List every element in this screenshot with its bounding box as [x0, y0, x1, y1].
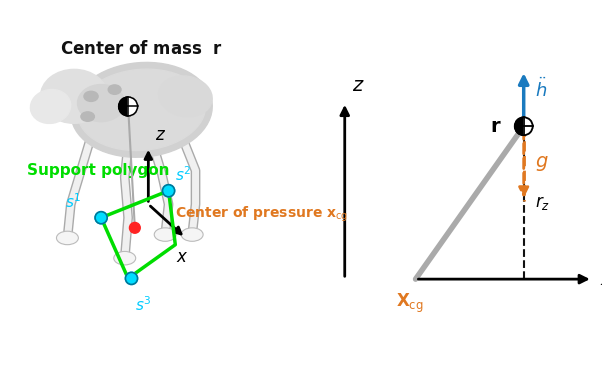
Text: $\mathbf{X}_{\mathrm{cg}}$: $\mathbf{X}_{\mathrm{cg}}$ [396, 292, 424, 315]
Text: $s^3$: $s^3$ [135, 295, 152, 314]
Ellipse shape [71, 63, 213, 157]
Polygon shape [128, 97, 137, 116]
Ellipse shape [81, 112, 95, 121]
Ellipse shape [181, 228, 203, 241]
Ellipse shape [78, 85, 125, 122]
Ellipse shape [114, 251, 135, 265]
Text: $g$: $g$ [535, 154, 548, 173]
Text: $r_z$: $r_z$ [535, 194, 550, 212]
Ellipse shape [158, 76, 213, 117]
Ellipse shape [108, 85, 121, 94]
Text: $s^1$: $s^1$ [64, 192, 81, 211]
Ellipse shape [78, 69, 205, 151]
Text: Center of pressure $\mathbf{x}_{\mathrm{cg}}$: Center of pressure $\mathbf{x}_{\mathrm{… [175, 205, 349, 224]
Text: $\ddot{h}$: $\ddot{h}$ [535, 78, 547, 101]
Text: $x$: $x$ [176, 248, 188, 266]
Polygon shape [524, 117, 533, 135]
Circle shape [515, 117, 533, 135]
Ellipse shape [154, 228, 176, 241]
Ellipse shape [57, 231, 78, 245]
Text: $s^2$: $s^2$ [175, 165, 191, 184]
Ellipse shape [31, 89, 70, 123]
Circle shape [163, 185, 175, 197]
Circle shape [119, 97, 137, 116]
Ellipse shape [84, 91, 98, 102]
Circle shape [125, 272, 137, 284]
Text: $x$: $x$ [600, 270, 602, 289]
Text: $z$: $z$ [155, 125, 166, 144]
Text: Center of mass  $\mathbf{r}$: Center of mass $\mathbf{r}$ [60, 40, 223, 58]
Text: r: r [490, 117, 500, 136]
Text: Support polygon: Support polygon [27, 163, 170, 178]
Ellipse shape [40, 70, 108, 123]
Text: $z$: $z$ [352, 75, 365, 95]
Circle shape [129, 222, 140, 233]
Circle shape [95, 212, 107, 224]
